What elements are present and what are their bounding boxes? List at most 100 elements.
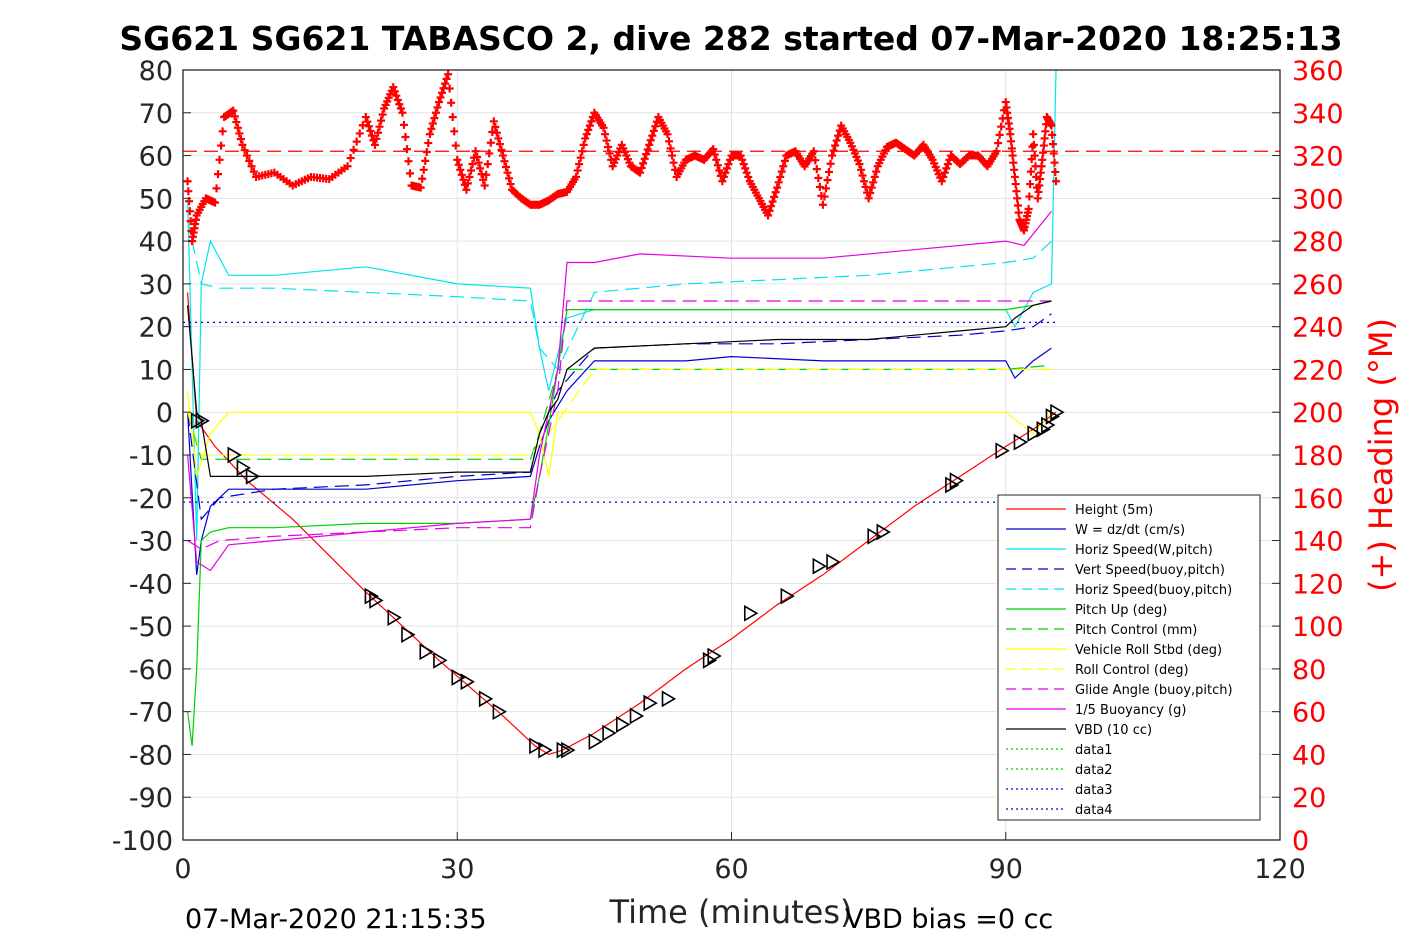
heading-point [377, 116, 386, 125]
y-right-tick-label: 120 [1292, 569, 1344, 600]
heading-point [392, 91, 401, 100]
legend-item-label: Horiz Speed(buoy,pitch) [1075, 583, 1232, 598]
heading-point [739, 160, 748, 169]
dive-marker [1041, 416, 1056, 434]
heading-point [441, 79, 450, 88]
heading-point [831, 141, 840, 150]
y-tick-label: -40 [129, 569, 173, 600]
heading-point [651, 122, 660, 131]
heading-point [502, 162, 511, 171]
heading-point [860, 177, 869, 186]
heading-point [1047, 121, 1056, 130]
x-tick-label: 90 [989, 854, 1023, 885]
y-right-tick-label: 340 [1292, 99, 1344, 130]
y-right-tick-label: 220 [1292, 355, 1344, 386]
heading-point [453, 155, 462, 164]
heading-point [378, 110, 387, 119]
heading-point [396, 104, 405, 113]
heading-point [578, 147, 587, 156]
heading-point [709, 145, 718, 154]
heading-point [466, 166, 475, 175]
heading-point [498, 151, 507, 160]
heading-point [406, 169, 415, 178]
dive-marker [1045, 408, 1061, 425]
dive-marker [190, 412, 206, 430]
heading-point [364, 122, 373, 131]
dive-marker [826, 553, 841, 571]
heading-point [668, 151, 677, 160]
heading-point [995, 130, 1004, 139]
heading-point [416, 183, 425, 192]
heading-point [506, 180, 515, 189]
heading-point [604, 143, 613, 151]
heading-point [1048, 140, 1057, 149]
legend-item-label: Roll Control (deg) [1075, 663, 1189, 678]
series-line-2 [187, 69, 1057, 541]
heading-point [1039, 148, 1048, 157]
heading-point [767, 202, 776, 211]
heading-point [491, 123, 500, 132]
y-right-tick-label: 60 [1292, 698, 1326, 729]
legend-item-label: Pitch Up (deg) [1075, 603, 1167, 618]
dive-marker [661, 690, 677, 708]
heading-point [722, 164, 731, 173]
y-tick-label: -50 [129, 612, 173, 643]
heading-point [1038, 155, 1047, 164]
heading-point [1049, 149, 1058, 158]
heading-point [582, 130, 591, 139]
dive-marker [602, 724, 617, 742]
y-tick-label: -20 [129, 484, 173, 515]
heading-point [992, 147, 1001, 156]
dive-marker [478, 690, 494, 708]
heading-point [450, 127, 459, 136]
series-line-5 [187, 300, 1052, 746]
heading-point [826, 159, 835, 168]
heading-point [649, 126, 658, 135]
heading-point [815, 182, 824, 191]
heading-point [503, 168, 512, 177]
heading-point [671, 165, 680, 174]
heading-point [821, 184, 830, 193]
heading-point [444, 70, 453, 79]
heading-point [779, 162, 788, 171]
legend-item-label: data1 [1075, 743, 1113, 758]
heading-point [943, 160, 952, 169]
y-right-tick-label: 260 [1292, 270, 1344, 301]
heading-point [217, 141, 226, 150]
heading-point [433, 103, 442, 112]
heading-point [643, 145, 652, 154]
heading-point [210, 198, 219, 207]
heading-point [773, 183, 782, 192]
heading-point [500, 157, 509, 166]
y-right-tick-label: 300 [1292, 184, 1344, 215]
heading-point [1011, 180, 1020, 189]
y-right-tick-label: 140 [1292, 527, 1344, 558]
heading-point [1051, 167, 1060, 176]
heading-point [1009, 158, 1018, 167]
heading-point [741, 164, 750, 173]
dive-marker [616, 716, 631, 733]
dive-marker [995, 442, 1010, 460]
footer-timestamp: 07-Mar-2020 21:15:35 [185, 904, 487, 935]
heading-point [645, 140, 654, 149]
heading-point [473, 152, 482, 161]
heading-point [419, 165, 428, 174]
heading-point [811, 156, 820, 165]
heading-point [1008, 151, 1017, 160]
heading-point [724, 160, 733, 169]
heading-point [462, 185, 471, 194]
heading-point [809, 147, 818, 156]
heading-point [436, 93, 445, 102]
heading-point [218, 127, 227, 136]
heading-point [402, 145, 411, 154]
heading-point [448, 113, 457, 122]
heading-point [483, 160, 492, 169]
heading-point [820, 192, 829, 201]
legend-item-label: VBD (10 cc) [1075, 723, 1152, 738]
heading-point [832, 136, 841, 145]
y-tick-label: 10 [139, 355, 173, 386]
heading-point [587, 117, 596, 126]
heading-point [186, 217, 195, 226]
heading-point [238, 140, 247, 149]
x-axis: 0 30 60 90 120 [174, 832, 1306, 885]
